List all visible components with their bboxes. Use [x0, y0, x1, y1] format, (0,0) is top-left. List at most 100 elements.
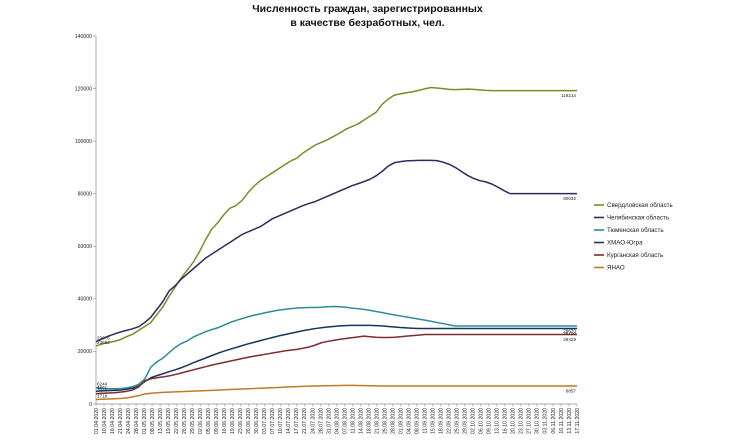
series-line	[95, 305, 577, 390]
x-tick-label: 13.05.2020	[158, 408, 164, 434]
x-tick-label: 06.11.2020	[551, 408, 557, 434]
x-tick-label: 14.07.2020	[286, 408, 292, 434]
x-tick-label: 29.09.2020	[463, 408, 469, 434]
x-tick-label: 10.11.2020	[559, 408, 565, 434]
end-value-label: 6857	[566, 388, 577, 393]
x-tick-label: 11.08.2020	[350, 408, 356, 434]
legend-label: ХМАО-Югра	[607, 240, 643, 247]
legend-label: Челябинская область	[607, 215, 669, 222]
series-line	[95, 159, 577, 343]
x-tick-label: 08.05.2020	[150, 408, 156, 434]
series-line	[95, 384, 577, 401]
x-tick-label: 02.06.2020	[198, 408, 204, 434]
start-value-label: 22076	[97, 336, 110, 341]
x-tick-label: 25.08.2020	[382, 408, 388, 434]
y-tick-label: 80000	[78, 192, 93, 198]
x-tick-label: 04.09.2020	[406, 408, 412, 434]
legend: Свердловская область Челябинская область Т…	[594, 202, 673, 272]
x-tick-label: 28.07.2020	[318, 408, 324, 434]
x-tick-label: 24.04.2020	[126, 408, 132, 434]
x-tick-label: 01.09.2020	[398, 408, 404, 434]
x-tick-label: 16.04.2020	[110, 408, 116, 434]
chart-title-line-1: Численность граждан, зарегистрированных	[252, 3, 483, 15]
x-tick-label: 26.06.2020	[246, 408, 252, 434]
x-tick-label: 17.11.2020	[575, 408, 581, 434]
x-tick-label: 23.06.2020	[238, 408, 244, 434]
start-value-label: 4861	[97, 385, 108, 390]
y-tick-label: 120000	[75, 86, 92, 92]
x-tick-label: 26.05.2020	[182, 408, 188, 434]
x-tick-label: 09.06.2020	[214, 408, 220, 434]
x-tick-label: 21.07.2020	[302, 408, 308, 434]
x-tick-label: 21.08.2020	[374, 408, 380, 434]
x-tick-label: 10.04.2020	[102, 408, 108, 434]
start-value-label: 1718	[97, 393, 108, 398]
x-tick-label: 28.08.2020	[390, 408, 396, 434]
x-tick-label: 01.04.2020	[94, 408, 100, 434]
x-tick-label: 03.07.2020	[262, 408, 268, 434]
x-tick-label: 29.05.2020	[190, 408, 196, 434]
x-tick-label: 02.10.2020	[471, 408, 477, 434]
x-tick-label: 30.06.2020	[254, 408, 260, 434]
series-lines	[95, 86, 577, 401]
x-tick-label: 03.11.2020	[543, 408, 549, 434]
x-tick-label: 31.07.2020	[326, 408, 332, 434]
x-tick-label: 17.07.2020	[294, 408, 300, 434]
x-tick-label: 20.10.2020	[511, 408, 517, 434]
legend-label: ЯНАО	[607, 265, 625, 272]
x-tick-label: 04.08.2020	[334, 408, 340, 434]
x-tick-label: 08.09.2020	[414, 408, 420, 434]
series-line	[95, 324, 577, 392]
x-tick-label: 13.10.2020	[495, 408, 501, 434]
x-tick-label: 19.06.2020	[230, 408, 236, 434]
x-tick-label: 09.10.2020	[487, 408, 493, 434]
end-value-label: 29670	[563, 329, 576, 334]
y-tick-label: 100000	[75, 139, 92, 145]
x-tick-label: 18.09.2020	[439, 408, 445, 434]
start-value-label: 6244	[97, 381, 108, 386]
x-tick-label: 30.10.2020	[535, 408, 541, 434]
end-value-label: 80032	[563, 196, 576, 201]
chart-title-line-2: в качестве безработных, чел.	[290, 17, 445, 29]
x-tick-label: 13.11.2020	[567, 408, 573, 434]
x-tick-label: 06.10.2020	[479, 408, 485, 434]
x-tick-label: 16.06.2020	[222, 408, 228, 434]
end-value-label: 28700	[563, 331, 576, 336]
x-tick-label: 07.07.2020	[270, 408, 276, 434]
chart-title: Численность граждан, зарегистрированных …	[0, 2, 735, 30]
point-labels: 23682 119214 22076 80032 6244 29670 4861 28700 3…	[97, 93, 576, 398]
y-tick-label: 60000	[78, 244, 93, 250]
y-tick-label: 40000	[78, 297, 93, 303]
y-tick-label: 0	[89, 402, 92, 408]
x-tick-label: 22.05.2020	[174, 408, 180, 434]
y-tick-label: 20000	[78, 349, 93, 355]
x-tick-label: 22.09.2020	[447, 408, 453, 434]
x-tick-label: 16.10.2020	[503, 408, 509, 434]
x-tick-label: 18.08.2020	[366, 408, 372, 434]
x-tick-label: 19.05.2020	[166, 408, 172, 434]
end-value-label: 119214	[561, 93, 576, 98]
end-value-label: 26429	[563, 337, 576, 342]
start-value-label: 3916	[97, 388, 108, 393]
x-tick-label: 23.10.2020	[519, 408, 525, 434]
x-tick-label: 05.06.2020	[206, 408, 212, 434]
x-tick-label: 24.07.2020	[310, 408, 316, 434]
series-line	[95, 333, 577, 395]
x-tick-label: 07.08.2020	[342, 408, 348, 434]
x-tick-label: 28.04.2020	[134, 408, 140, 434]
y-tick-label: 140000	[75, 34, 92, 40]
x-tick-label: 01.05.2020	[142, 408, 148, 434]
x-tick-label: 21.04.2020	[118, 408, 124, 434]
x-tick-label: 14.08.2020	[358, 408, 364, 434]
x-tick-label: 10.07.2020	[278, 408, 284, 434]
legend-label: Курганская область	[607, 252, 663, 259]
legend-label: Свердловская область	[607, 202, 673, 209]
x-tick-label: 27.10.2020	[527, 408, 533, 434]
x-tick-label: 25.09.2020	[455, 408, 461, 434]
start-value-label: 23682	[97, 340, 110, 345]
x-tick-label: 15.09.2020	[431, 408, 437, 434]
legend-label: Тюменская область	[607, 227, 664, 234]
x-tick-label: 11.09.2020	[422, 408, 428, 434]
axes: 0 20000 40000 60000 80000 100000 120000 140000 0…	[75, 34, 581, 434]
